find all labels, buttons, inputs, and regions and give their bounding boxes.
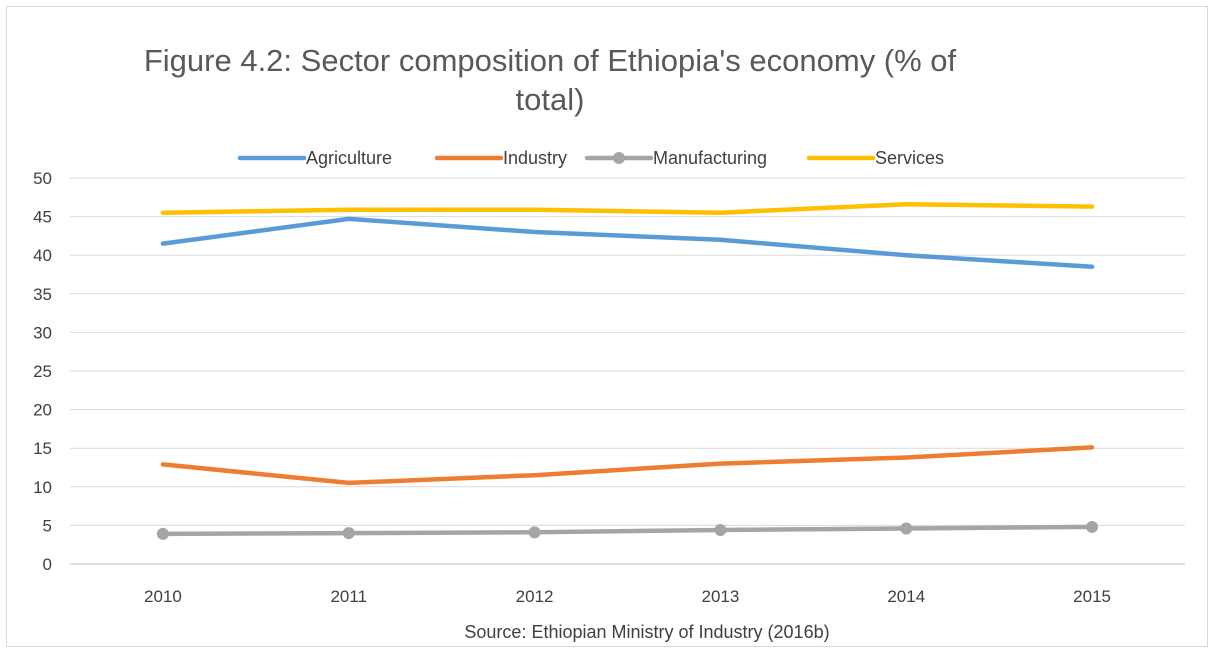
- x-tick-label-2011: 2011: [330, 587, 367, 606]
- legend-label-manufacturing: Manufacturing: [653, 148, 767, 168]
- x-tick-label-2014: 2014: [887, 587, 925, 606]
- chart-title-line-2: total): [516, 82, 585, 117]
- y-tick-label-5: 5: [43, 516, 52, 535]
- series-line-industry: [160, 445, 1095, 486]
- x-tick-label-2012: 2012: [516, 587, 554, 606]
- series-point-manufacturing-2015: [1086, 520, 1099, 533]
- legend-item-industry: Industry: [434, 148, 567, 168]
- y-tick-label-25: 25: [33, 362, 52, 381]
- series-lines: [156, 201, 1099, 540]
- series-line-agriculture: [160, 216, 1095, 270]
- legend-item-agriculture: Agriculture: [237, 148, 392, 168]
- series-line-manufacturing: [160, 524, 1095, 537]
- series-services: [160, 201, 1095, 215]
- y-tick-label-50: 50: [33, 169, 52, 188]
- y-tick-label-40: 40: [33, 246, 52, 265]
- y-tick-label-0: 0: [43, 555, 52, 574]
- series-line-services: [160, 201, 1095, 215]
- chart-title-line-1: Figure 4.2: Sector composition of Ethiop…: [144, 43, 957, 78]
- series-point-manufacturing-2012: [528, 526, 541, 539]
- y-axis-ticks: 0 5 10 15 20 25 30 35 40 45 50: [33, 169, 52, 574]
- legend-label-agriculture: Agriculture: [306, 148, 392, 168]
- y-tick-label-35: 35: [33, 285, 52, 304]
- series-point-manufacturing-2013: [714, 524, 727, 537]
- y-tick-label-10: 10: [33, 478, 52, 497]
- x-tick-label-2010: 2010: [144, 587, 182, 606]
- legend-label-industry: Industry: [503, 148, 567, 168]
- chart-source-note: Source: Ethiopian Ministry of Industry (…: [464, 622, 829, 642]
- series-industry: [160, 445, 1095, 486]
- y-tick-label-15: 15: [33, 439, 52, 458]
- legend: Agriculture Industry Manufacturing Services: [237, 148, 944, 168]
- series-agriculture: [160, 216, 1095, 270]
- y-tick-label-45: 45: [33, 208, 52, 227]
- legend-item-manufacturing: Manufacturing: [584, 148, 767, 168]
- legend-item-services: Services: [806, 148, 944, 168]
- y-tick-label-20: 20: [33, 401, 52, 420]
- gridlines: [70, 177, 1185, 565]
- series-point-manufacturing-2011: [342, 527, 355, 540]
- legend-label-services: Services: [875, 148, 944, 168]
- x-tick-label-2015: 2015: [1073, 587, 1111, 606]
- series-point-manufacturing-2010: [156, 527, 169, 540]
- chart-frame: [6, 6, 1208, 647]
- legend-marker-manufacturing: [613, 152, 625, 164]
- series-point-manufacturing-2014: [900, 522, 913, 535]
- x-tick-label-2013: 2013: [702, 587, 740, 606]
- series-manufacturing: [156, 520, 1099, 540]
- y-tick-label-30: 30: [33, 323, 52, 342]
- x-axis-ticks: 2010 2011 2012 2013 2014 2015: [144, 587, 1111, 606]
